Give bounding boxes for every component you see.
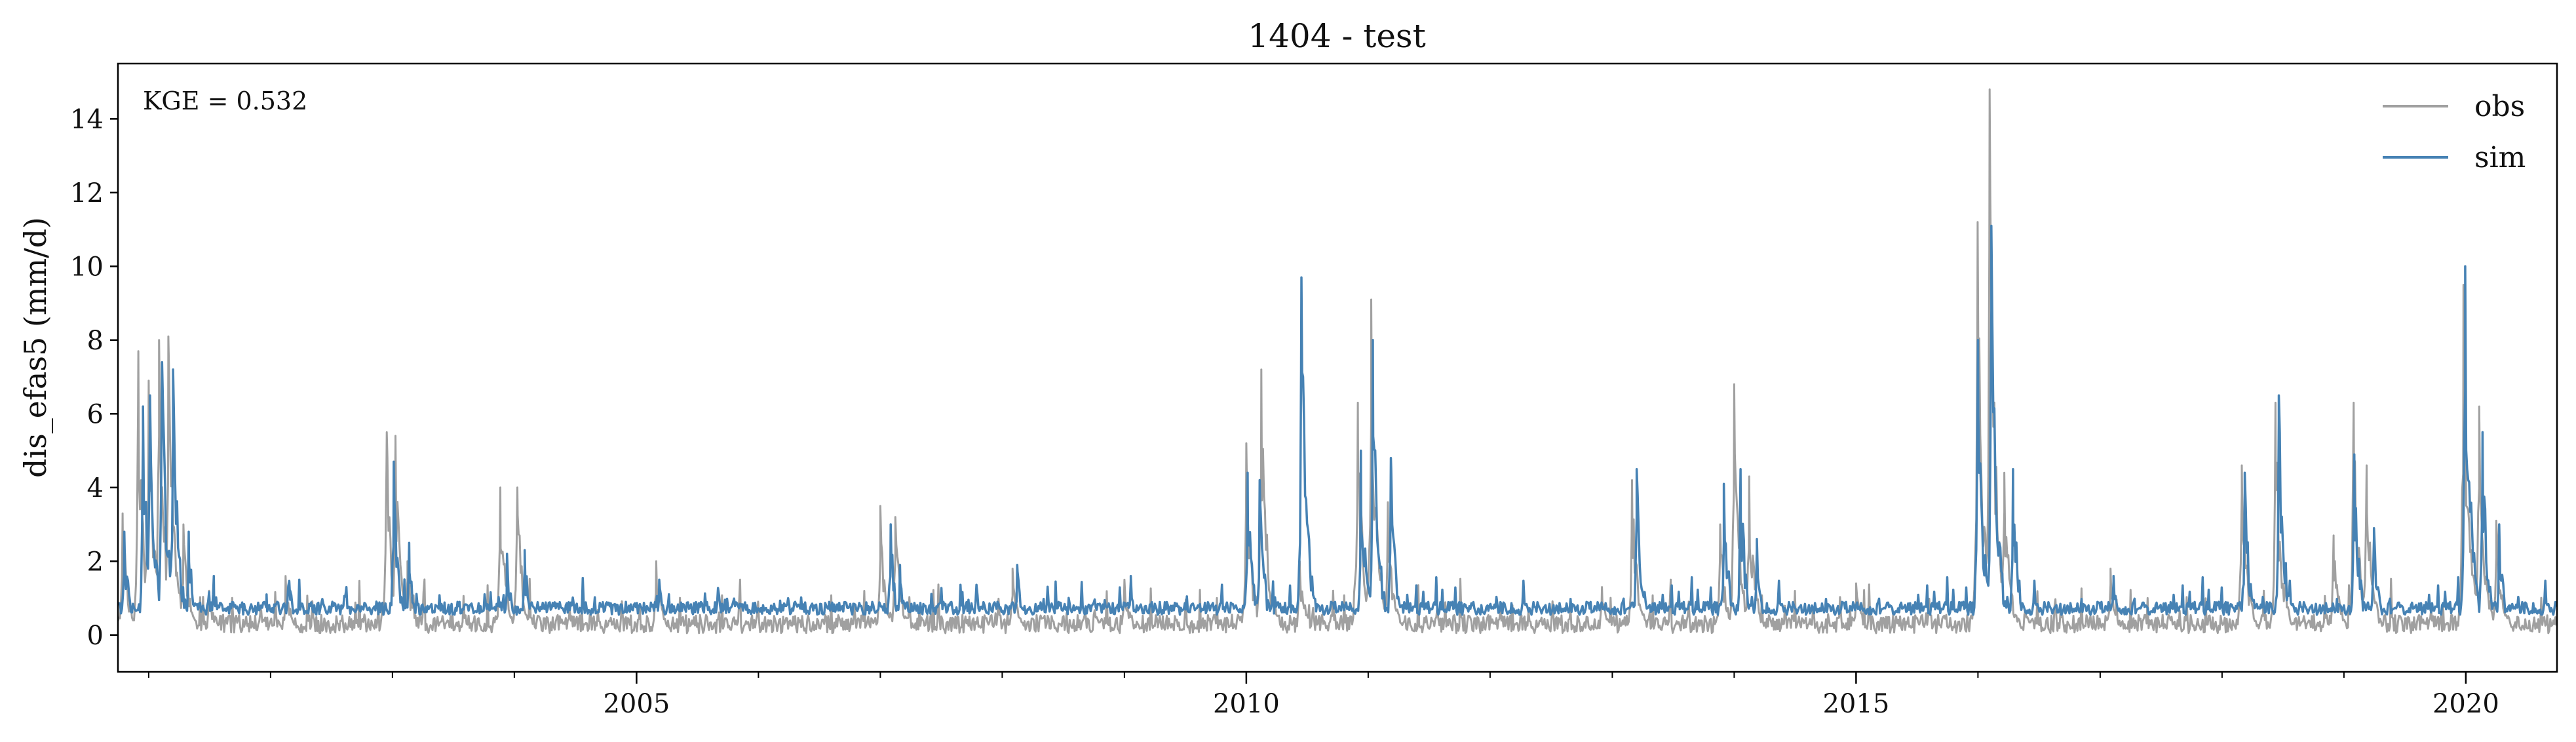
x-tick-label: 2015 [1822,689,1889,719]
legend-label-obs: obs [2474,90,2525,123]
chart-title: 1404 - test [1248,17,1425,55]
x-tick-label: 2005 [603,689,670,719]
y-axis-label: dis_efas5 (mm/d) [18,217,53,478]
y-tick-label: 8 [87,326,104,356]
y-tick-label: 6 [87,399,104,429]
kge-annotation: KGE = 0.532 [143,87,307,115]
legend: obs sim [2383,90,2526,174]
plot-frame [117,62,2558,673]
y-tick-label: 10 [70,252,104,282]
x-tick-label: 2010 [1213,689,1280,719]
y-tick-label: 12 [70,178,104,208]
legend-label-sim: sim [2474,141,2526,174]
y-tick-label: 14 [70,104,104,134]
axes-layer: 0 2 4 6 8 10 12 14 2005 2010 2015 2020 [70,104,2499,719]
y-tick-label: 0 [87,621,104,651]
y-tick-label: 2 [87,547,104,577]
y-tick-label: 4 [87,473,104,503]
series-line-obs [118,88,2557,635]
series-line-sim [118,224,2557,616]
x-tick-label: 2020 [2432,689,2499,719]
series-layer [118,88,2557,635]
